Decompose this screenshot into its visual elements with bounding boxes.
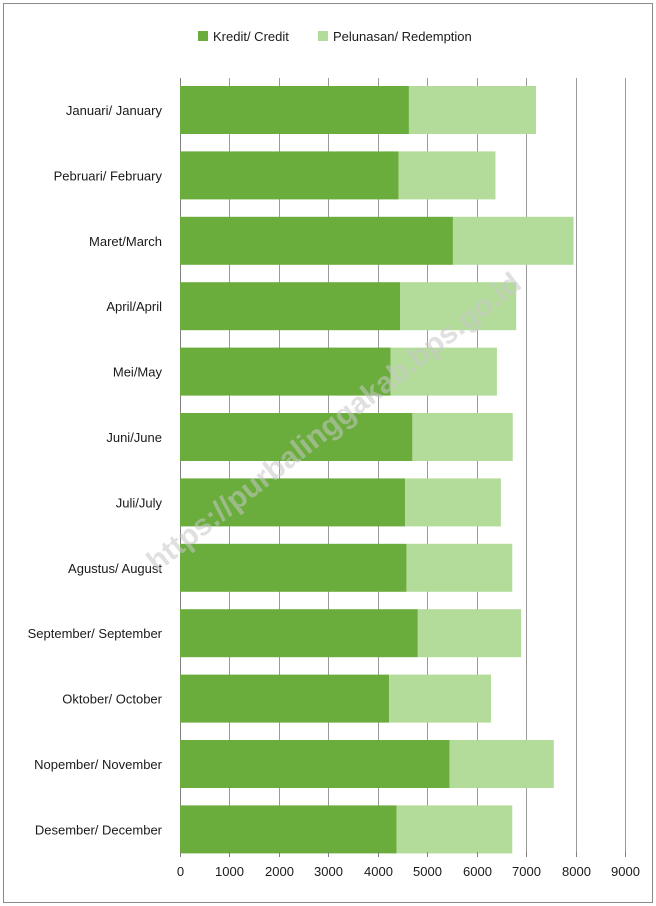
bar-redemption-2 (398, 151, 496, 200)
x-tick-label: 2000 (265, 864, 294, 879)
bar-redemption-4 (400, 282, 517, 331)
bar-credit-11 (180, 740, 450, 788)
category-label: Pebruari/ February (54, 168, 163, 183)
bar-credit-8 (180, 543, 407, 592)
legend-label: Pelunasan/ Redemption (333, 29, 472, 44)
bar-credit-9 (180, 609, 418, 658)
category-label: Mei/May (113, 365, 163, 380)
x-tick-label: 7000 (512, 864, 541, 879)
grid-lines (180, 78, 626, 852)
legend-swatch (198, 31, 208, 41)
x-tick-label: 5000 (413, 864, 442, 879)
category-label: Januari/ January (66, 103, 163, 118)
bar-credit-10 (180, 674, 390, 723)
bar-credit-3 (180, 216, 453, 265)
bar-credit-1 (180, 86, 409, 134)
bar-redemption-7 (404, 478, 501, 527)
bar-credit-4 (180, 282, 401, 331)
bar-redemption-11 (449, 740, 554, 788)
category-labels: Januari/ January Pebruari/ February Maret/… (28, 103, 163, 837)
bar-redemption-6 (412, 413, 513, 461)
category-label: Juli/July (116, 495, 163, 510)
bar-credit-5 (180, 347, 391, 396)
bar-redemption-9 (417, 609, 522, 658)
category-label: Maret/March (89, 234, 162, 249)
bars (180, 86, 574, 854)
category-label: Nopember/ November (34, 757, 163, 772)
x-axis-ticks: 0 1000 2000 3000 4000 5000 6000 7000 8000 9000 (177, 852, 640, 879)
category-label: Agustus/ August (68, 561, 162, 576)
x-tick-label: 4000 (364, 864, 393, 879)
bar-redemption-10 (389, 674, 492, 723)
category-label: September/ September (28, 626, 163, 641)
category-label: Oktober/ October (62, 692, 162, 707)
bar-credit-6 (180, 413, 413, 461)
bar-redemption-8 (406, 543, 513, 592)
x-tick-label: 8000 (562, 864, 591, 879)
category-label: Juni/June (106, 430, 162, 445)
x-tick-label: 9000 (611, 864, 640, 879)
legend: Kredit/ Credit Pelunasan/ Redemption (198, 29, 472, 44)
legend-swatch (318, 31, 328, 41)
category-label: Desember/ December (35, 822, 163, 837)
x-tick-label: 1000 (215, 864, 244, 879)
bar-credit-2 (180, 151, 399, 200)
x-tick-label: 6000 (463, 864, 492, 879)
x-tick-label: 3000 (314, 864, 343, 879)
bar-redemption-1 (408, 86, 536, 134)
bar-redemption-12 (396, 805, 513, 854)
bar-credit-12 (180, 805, 397, 854)
legend-label: Kredit/ Credit (213, 29, 289, 44)
x-tick-label: 0 (177, 864, 184, 879)
category-label: April/April (106, 299, 162, 314)
bar-redemption-3 (452, 216, 574, 265)
bar-credit-7 (180, 478, 405, 527)
bar-redemption-5 (390, 347, 497, 396)
